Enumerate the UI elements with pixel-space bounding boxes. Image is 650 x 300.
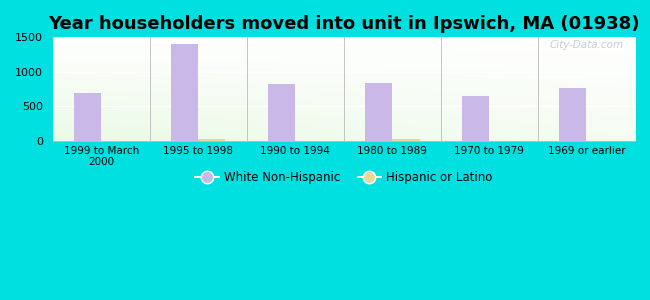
Bar — [462, 96, 489, 141]
Legend: White Non-Hispanic, Hispanic or Latino: White Non-Hispanic, Hispanic or Latino — [190, 166, 497, 189]
Bar — [74, 93, 101, 141]
Bar — [268, 84, 295, 141]
Bar — [198, 139, 226, 141]
Bar — [171, 44, 198, 141]
Bar — [559, 88, 586, 141]
Title: Year householders moved into unit in Ipswich, MA (01938): Year householders moved into unit in Ips… — [48, 15, 640, 33]
Bar — [393, 139, 419, 141]
Bar — [365, 83, 393, 141]
Text: City-Data.com: City-Data.com — [549, 40, 623, 50]
